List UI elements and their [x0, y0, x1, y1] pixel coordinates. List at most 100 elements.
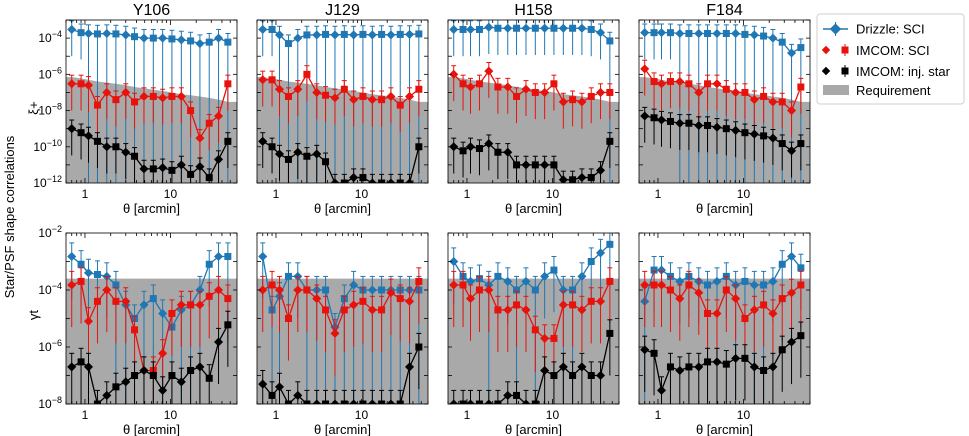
point-drizzle	[577, 23, 587, 33]
panel-title: J129	[325, 2, 360, 19]
panels: 1 10θ [arcmin]10−1210−1010−810−610−4Y1061…	[33, 2, 811, 436]
point-inj_star	[112, 143, 120, 151]
point-drizzle	[195, 39, 205, 49]
point-imcom_sci	[112, 297, 120, 305]
point-imcom_sci	[293, 84, 303, 94]
point-drizzle	[340, 30, 348, 38]
point-drizzle	[112, 30, 120, 38]
figure-ylabel: Star/PSF shape correlations	[2, 135, 17, 298]
y-tick-label: 10−12	[33, 174, 62, 190]
point-inj_star	[330, 178, 340, 183]
point-drizzle	[656, 28, 667, 38]
point-imcom_sci	[640, 280, 650, 290]
point-imcom_sci	[606, 277, 614, 285]
point-drizzle	[187, 37, 195, 45]
point-inj_star	[731, 353, 741, 363]
legend-item-drizzle: Drizzle: SCI	[823, 22, 925, 37]
point-inj_star	[359, 400, 367, 404]
point-drizzle	[503, 23, 513, 33]
x-tick-label: 1	[655, 408, 662, 422]
point-inj_star	[396, 179, 404, 183]
point-inj_star	[650, 349, 658, 357]
point-inj_star	[587, 174, 595, 182]
point-inj_star	[712, 357, 722, 367]
point-drizzle	[77, 29, 85, 37]
x-tick-label: 1	[82, 408, 89, 422]
point-inj_star	[741, 129, 749, 137]
point-inj_star	[224, 137, 232, 145]
point-imcom_sci	[205, 119, 213, 127]
point-drizzle	[712, 28, 722, 39]
point-imcom_sci	[176, 91, 186, 101]
point-drizzle	[205, 38, 213, 46]
point-drizzle	[768, 33, 778, 43]
point-drizzle	[722, 29, 730, 37]
point-drizzle	[550, 24, 558, 32]
point-imcom_sci	[77, 80, 85, 88]
legend-swatch-imcom-sci	[841, 46, 849, 54]
point-imcom_sci	[666, 78, 674, 86]
point-inj_star	[666, 117, 674, 125]
point-drizzle	[168, 35, 176, 43]
point-drizzle	[475, 25, 483, 33]
point-inj_star	[569, 176, 577, 183]
point-imcom_sci	[224, 80, 232, 88]
point-imcom_sci	[139, 91, 149, 101]
point-drizzle	[741, 277, 749, 285]
point-imcom_sci	[760, 301, 768, 309]
point-drizzle	[158, 33, 168, 43]
point-imcom_sci	[168, 92, 176, 100]
point-drizzle	[359, 30, 367, 38]
point-imcom_sci	[685, 80, 693, 88]
point-inj_star	[722, 125, 730, 133]
point-drizzle	[760, 281, 768, 289]
point-inj_star	[77, 358, 85, 366]
point-inj_star	[303, 152, 311, 160]
point-imcom_sci	[650, 78, 658, 86]
point-drizzle	[704, 281, 712, 289]
panel-xi-4: 1 10θ [arcmin] F184	[638, 2, 811, 216]
point-inj_star	[176, 160, 186, 170]
point-inj_star	[550, 372, 558, 379]
point-drizzle	[77, 260, 85, 268]
x-tick-label: 1	[273, 408, 280, 422]
series-inj_star	[67, 119, 232, 183]
point-inj_star	[149, 372, 157, 379]
legend-swatch-requirement	[823, 85, 849, 95]
point-imcom_sci	[359, 297, 367, 305]
series-imcom_sci	[67, 74, 232, 165]
point-imcom_sci	[102, 87, 112, 97]
requirement-band	[257, 278, 428, 404]
point-inj_star	[268, 391, 276, 399]
x-axis-label: θ [arcmin]	[505, 422, 562, 436]
point-inj_star	[606, 329, 614, 337]
point-imcom_sci	[121, 296, 131, 306]
point-drizzle	[67, 24, 77, 34]
point-imcom_sci	[168, 309, 176, 317]
point-inj_star	[569, 372, 577, 379]
point-imcom_sci	[322, 91, 330, 99]
point-drizzle	[284, 272, 292, 280]
point-inj_star	[93, 137, 101, 145]
point-inj_star	[685, 119, 693, 127]
point-drizzle	[224, 38, 232, 46]
point-imcom_sci	[640, 64, 650, 74]
point-imcom_sci	[340, 85, 348, 93]
point-inj_star	[349, 399, 359, 404]
point-imcom_sci	[731, 294, 741, 304]
point-drizzle	[131, 33, 139, 41]
point-inj_star	[760, 366, 768, 374]
point-drizzle	[540, 23, 550, 33]
point-inj_star	[102, 390, 112, 400]
point-inj_star	[168, 166, 176, 174]
point-drizzle	[93, 270, 101, 278]
point-drizzle	[650, 29, 658, 37]
point-imcom_sci	[121, 87, 131, 97]
point-drizzle	[778, 260, 786, 268]
point-drizzle	[521, 23, 531, 33]
point-inj_star	[67, 124, 77, 134]
point-imcom_sci	[768, 308, 778, 319]
point-drizzle	[749, 30, 759, 40]
point-drizzle	[83, 268, 94, 278]
